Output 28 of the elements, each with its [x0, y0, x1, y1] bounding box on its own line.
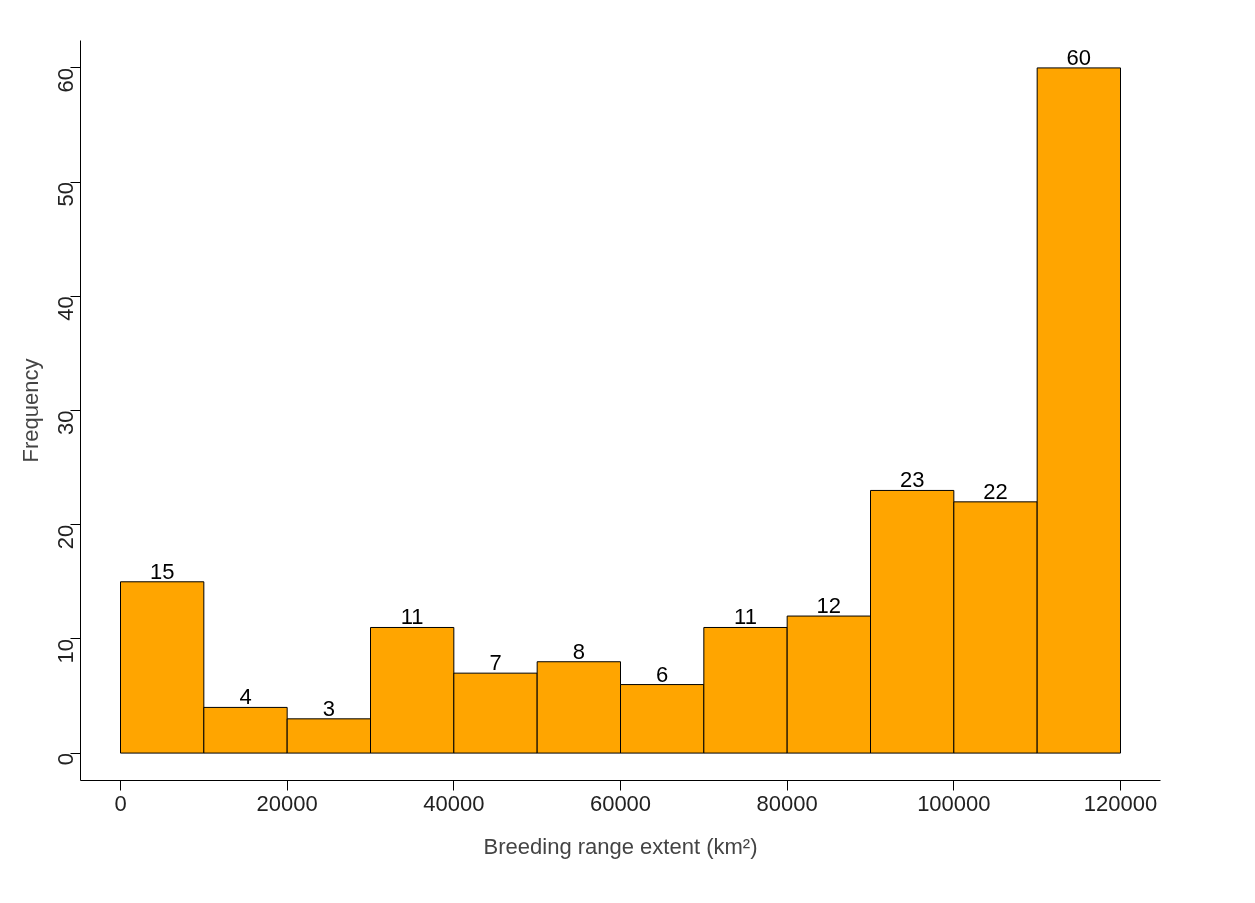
y-tick-label: 10: [53, 638, 78, 664]
data-label: 6: [656, 661, 669, 687]
data-label: 12: [816, 593, 842, 619]
data-label: 23: [899, 467, 925, 493]
x-tick-label: 80000: [756, 790, 818, 816]
x-tick-label: 60000: [589, 790, 652, 816]
data-label: 60: [1066, 44, 1092, 70]
y-tick-label: 20: [53, 524, 78, 550]
x-tick-label: 20000: [256, 790, 318, 816]
x-tick-label: 120000: [1083, 790, 1158, 816]
x-axis-title: Breeding range extent (km²): [483, 833, 758, 859]
data-label: 11: [734, 604, 757, 630]
x-tick-label: 40000: [423, 790, 485, 816]
y-tick-label: 50: [53, 182, 78, 207]
data-label: 15: [149, 558, 175, 584]
data-label: 8: [572, 638, 585, 664]
data-label: 3: [322, 695, 335, 721]
y-tick-label: 60: [53, 67, 78, 93]
data-label: 11: [400, 604, 424, 630]
data-label: 4: [239, 684, 252, 710]
data-label: 22: [983, 478, 1008, 504]
y-tick-label: 30: [53, 410, 78, 435]
data-label: 7: [489, 650, 502, 676]
y-tick-label: 0: [53, 753, 78, 766]
x-tick-label: 0: [114, 790, 127, 816]
y-tick-label: 40: [53, 296, 78, 321]
x-tick-label: 100000: [917, 790, 991, 816]
y-axis-title: Frequency: [17, 358, 43, 463]
